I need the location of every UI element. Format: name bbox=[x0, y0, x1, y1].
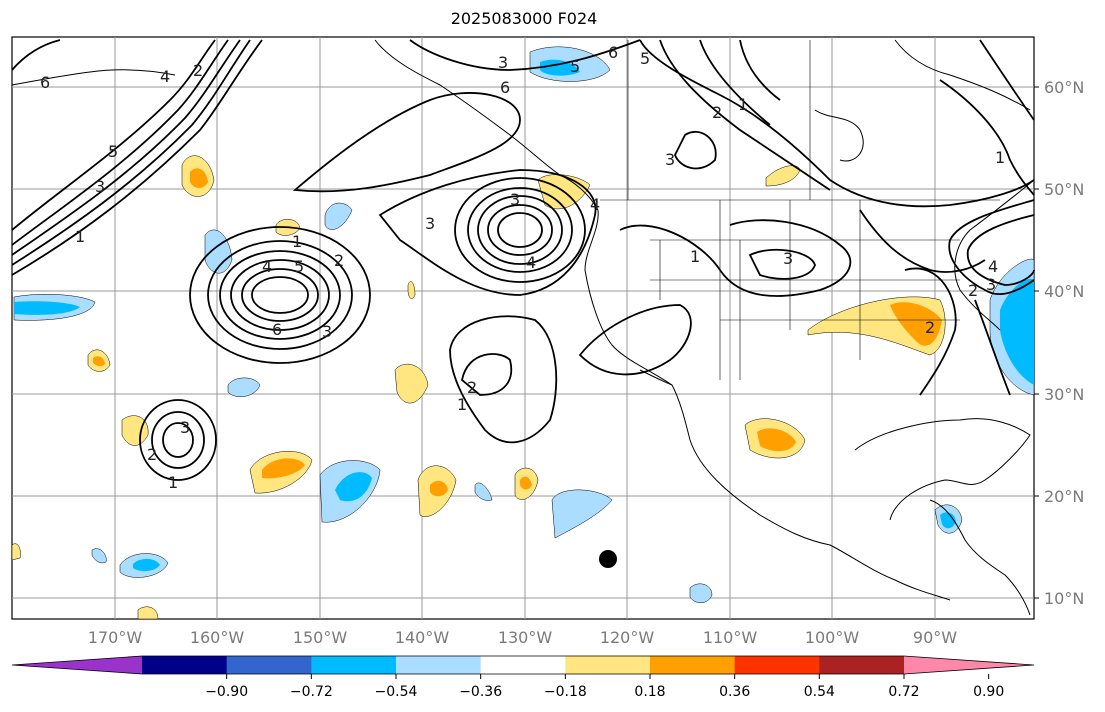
lon-label: 120°W bbox=[600, 628, 655, 647]
contour-label: 3 bbox=[180, 418, 190, 437]
contour-label: 1 bbox=[995, 148, 1005, 167]
shaded-anomalies bbox=[11, 46, 1035, 620]
contour-label: 2 bbox=[712, 103, 722, 122]
contour-label: 3 bbox=[322, 322, 332, 341]
contour-label: 6 bbox=[500, 78, 510, 97]
lon-label: 150°W bbox=[293, 628, 348, 647]
colorbar: −0.90 −0.72 −0.54 −0.36 −0.18 0.18 0.36 0.54 0.7… bbox=[11, 655, 1035, 700]
colorbar-extend-low bbox=[12, 656, 142, 674]
contour-label: 4 bbox=[526, 253, 536, 272]
contour-label: 6 bbox=[608, 43, 618, 62]
colorbar-tick-label: 0.18 bbox=[634, 684, 665, 700]
contour-label: 2 bbox=[334, 251, 344, 270]
lat-label: 20°N bbox=[1044, 487, 1084, 506]
contour-label: 1 bbox=[75, 227, 85, 246]
lon-label: 170°W bbox=[88, 628, 143, 647]
contour-label: 5 bbox=[570, 57, 580, 76]
contour-label: 1 bbox=[690, 247, 700, 266]
contour-lines bbox=[11, 39, 1035, 481]
contour-label: 2 bbox=[193, 61, 203, 80]
latitude-labels: 60°N 50°N 40°N 30°N 20°N 10°N bbox=[1034, 78, 1084, 608]
colorbar-segment bbox=[650, 656, 736, 674]
lon-label: 140°W bbox=[395, 628, 450, 647]
colorbar-segment bbox=[565, 656, 651, 674]
colorbar-tick-label: 0.36 bbox=[719, 684, 750, 700]
lon-label: 100°W bbox=[805, 628, 860, 647]
contour-label: 4 bbox=[160, 67, 170, 86]
colorbar-segment bbox=[734, 656, 820, 674]
contour-label: 2 bbox=[968, 281, 978, 300]
contour-label: 6 bbox=[272, 320, 282, 339]
contour-label: 1 bbox=[738, 95, 748, 114]
colorbar-segment bbox=[819, 656, 905, 674]
colorbar-tick-label: −0.18 bbox=[544, 684, 587, 700]
lon-label: 110°W bbox=[703, 628, 758, 647]
colorbar-tick-label: −0.90 bbox=[205, 684, 248, 700]
contour-label: 2 bbox=[925, 318, 935, 337]
colorbar-tick-label: −0.54 bbox=[375, 684, 418, 700]
contour-label: 3 bbox=[783, 249, 793, 268]
contour-label: 6 bbox=[40, 73, 50, 92]
point-marker bbox=[599, 550, 617, 568]
lat-label: 40°N bbox=[1044, 282, 1084, 301]
colorbar-segment bbox=[142, 656, 228, 674]
colorbar-tick-label: −0.72 bbox=[290, 684, 333, 700]
lon-label: 90°W bbox=[913, 628, 957, 647]
colorbar-tick-label: 0.90 bbox=[973, 684, 1004, 700]
colorbar-outline bbox=[11, 655, 1035, 675]
contour-label: 2 bbox=[467, 378, 477, 397]
contour-label: 5 bbox=[108, 142, 118, 161]
lon-label: 130°W bbox=[498, 628, 553, 647]
lat-label: 30°N bbox=[1044, 385, 1084, 404]
contour-label: 3 bbox=[425, 214, 435, 233]
chart-title: 2025083000 F024 bbox=[450, 9, 598, 28]
contour-label: 3 bbox=[986, 275, 996, 294]
contour-label: 4 bbox=[590, 195, 600, 214]
contour-label: 3 bbox=[498, 53, 508, 72]
contour-label: 1 bbox=[168, 473, 178, 492]
colorbar-extend-high bbox=[904, 656, 1034, 674]
lat-label: 50°N bbox=[1044, 180, 1084, 199]
contour-labels: 6 5 3 1 2 4 1 2 4 5 6 3 3 3 5 6 5 2 1 3 … bbox=[40, 43, 1005, 492]
lat-label: 10°N bbox=[1044, 589, 1084, 608]
political-borders bbox=[600, 40, 1000, 380]
longitude-labels: 170°W 160°W 150°W 140°W 130°W 120°W 110°… bbox=[88, 628, 957, 647]
lat-label: 60°N bbox=[1044, 78, 1084, 97]
contour-label: 5 bbox=[640, 49, 650, 68]
contour-label: 4 bbox=[262, 257, 272, 276]
colorbar-segment bbox=[226, 656, 312, 674]
graticule bbox=[12, 37, 1034, 619]
colorbar-tick-label: 0.72 bbox=[888, 684, 919, 700]
contour-label: 3 bbox=[665, 150, 675, 169]
colorbar-tick-label: 0.54 bbox=[804, 684, 835, 700]
contour-label: 2 bbox=[147, 445, 157, 464]
colorbar-segment bbox=[480, 656, 566, 674]
lon-label: 160°W bbox=[190, 628, 245, 647]
contour-label: 4 bbox=[988, 257, 998, 276]
contour-label: 3 bbox=[510, 190, 520, 209]
colorbar-segment bbox=[311, 656, 397, 674]
colorbar-segment bbox=[396, 656, 482, 674]
colorbar-tick-label: −0.36 bbox=[459, 684, 502, 700]
contour-label: 1 bbox=[292, 232, 302, 251]
contour-label: 3 bbox=[95, 177, 105, 196]
contour-label: 1 bbox=[457, 395, 467, 414]
contour-label: 5 bbox=[294, 257, 304, 276]
